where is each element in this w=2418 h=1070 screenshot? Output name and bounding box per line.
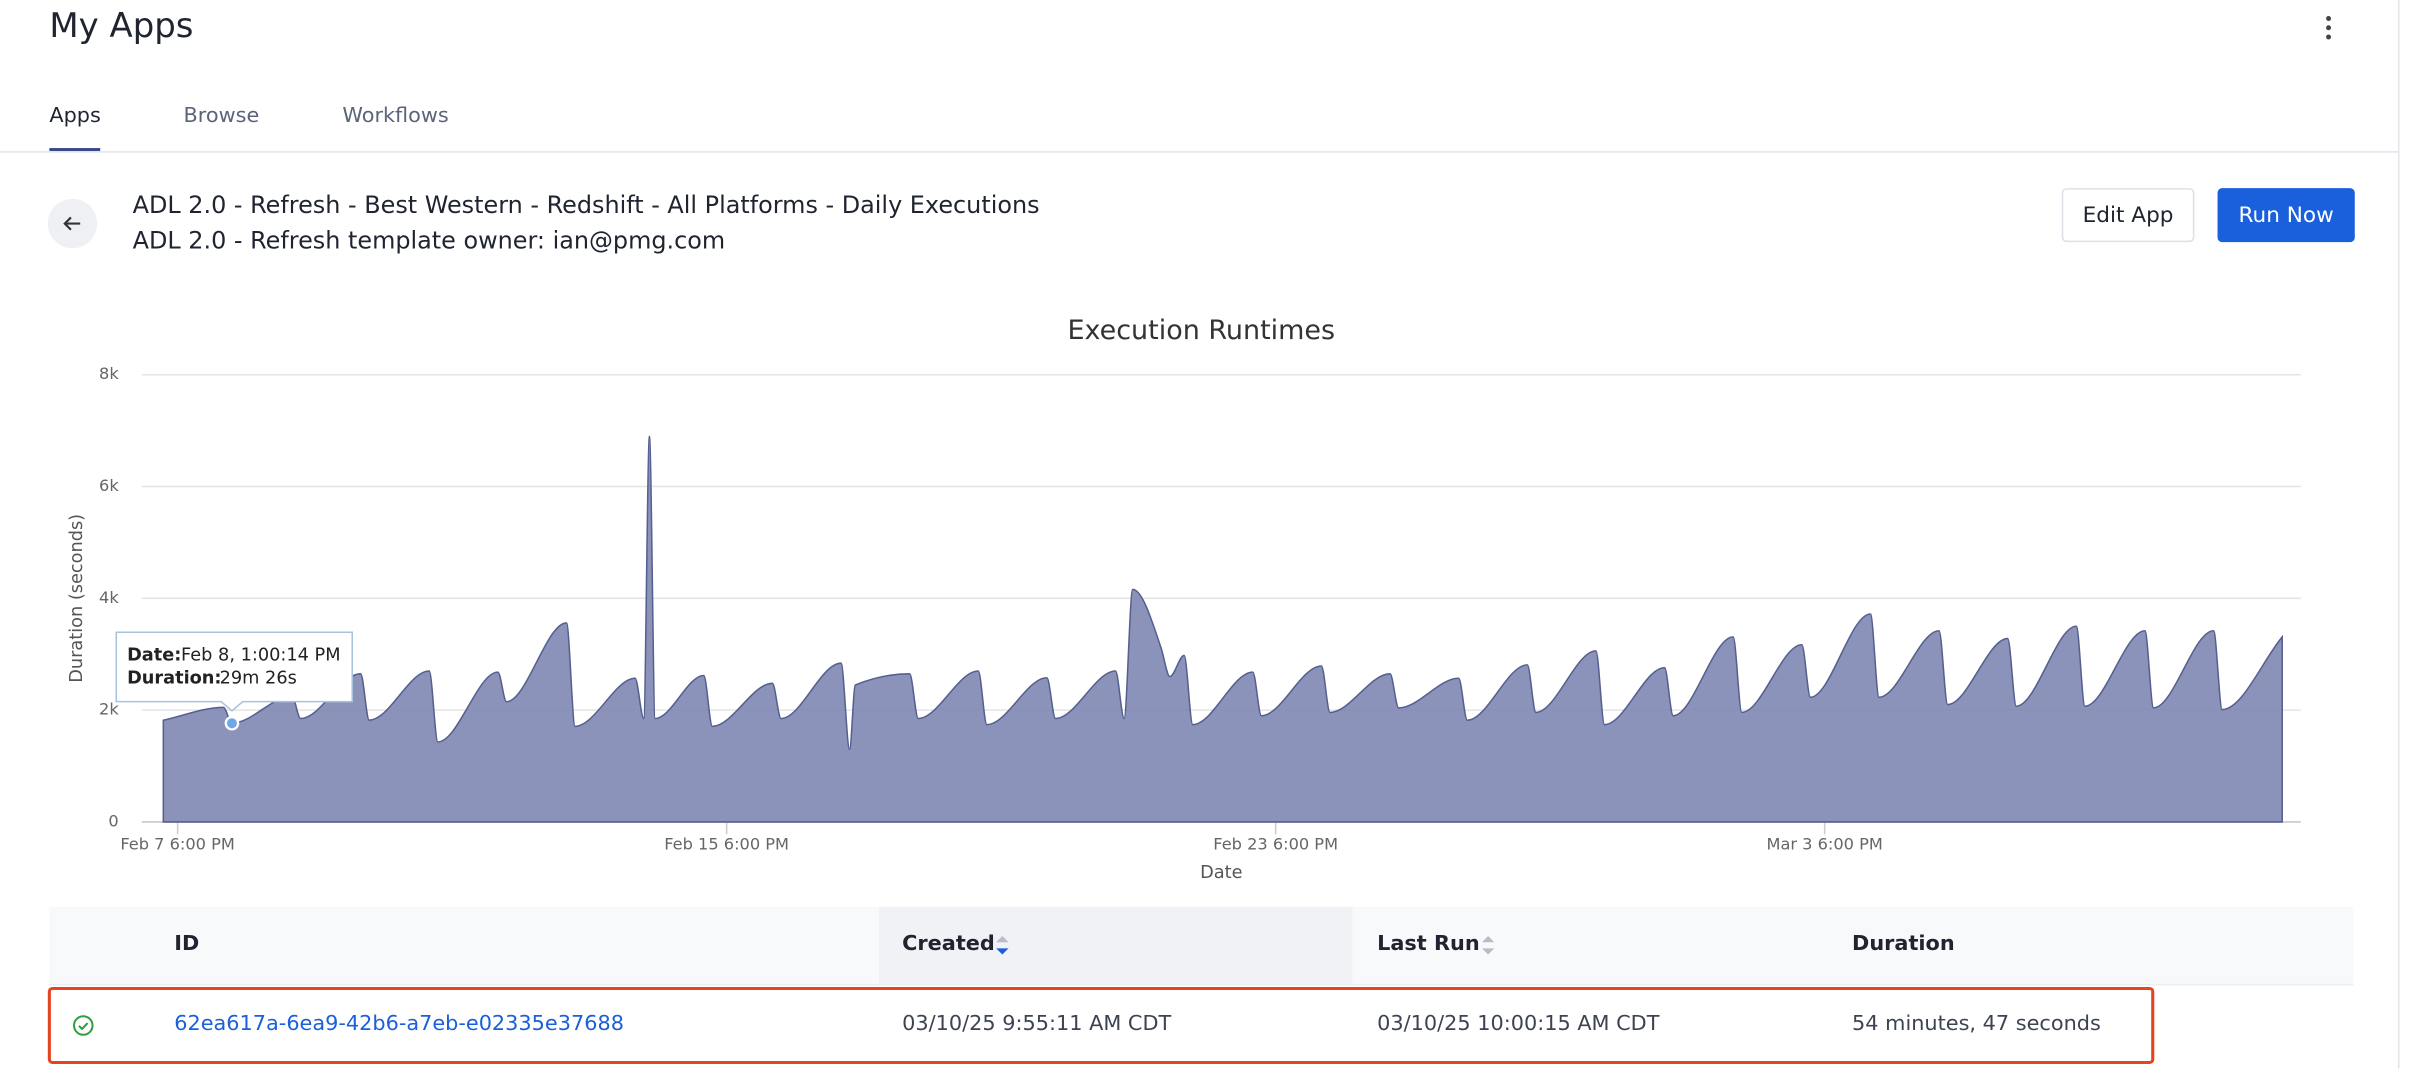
tooltip: Date: Feb 8, 1:00:14 PM Duration:29m 26s	[115, 631, 354, 712]
tooltip-point	[224, 715, 240, 731]
app-name: ADL 2.0 - Refresh - Best Western - Redsh…	[132, 191, 1040, 219]
y-tick-label: 2k	[99, 700, 119, 719]
edit-app-button[interactable]: Edit App	[2061, 188, 2195, 243]
cell: 03/10/25 9:55:11 AM CDT	[902, 1011, 1172, 1037]
tab[interactable]: Apps	[49, 103, 101, 128]
x-tick-label: Feb 7 6:00 PM	[120, 835, 234, 854]
y-axis-label: Duration (seconds)	[67, 514, 87, 683]
cell: 03/10/25 10:00:15 AM CDT	[1377, 1011, 1660, 1037]
page-title: My Apps	[49, 7, 194, 47]
x-tick-label: Mar 3 6:00 PM	[1767, 835, 1883, 854]
run-now-button[interactable]: Run Now	[2217, 188, 2355, 243]
y-tick-label: 4k	[99, 588, 119, 607]
back-button[interactable]	[47, 198, 98, 249]
more-menu[interactable]	[2316, 12, 2341, 43]
y-tick-label: 8k	[99, 364, 119, 383]
column-header: ID	[174, 931, 200, 957]
x-tick-label: Feb 15 6:00 PM	[664, 835, 789, 854]
execution-id-link[interactable]: 62ea617a-6ea9-42b6-a7eb-e02335e37688	[174, 1011, 624, 1037]
y-tick-label: 0	[108, 811, 118, 830]
tooltip-label: Date:	[127, 645, 181, 665]
y-tick-label: 6k	[99, 476, 119, 495]
column-header[interactable]: Created	[902, 931, 995, 957]
divider	[0, 151, 2400, 153]
row-highlight	[47, 986, 2155, 1065]
area	[162, 435, 2283, 823]
column-header[interactable]: Last Run	[1377, 931, 1480, 957]
sort-icon[interactable]	[1480, 935, 1495, 957]
tooltip-value: Feb 8, 1:00:14 PM	[181, 645, 340, 665]
app-description: ADL 2.0 - Refresh template owner: ian@pm…	[132, 226, 726, 255]
x-tick-label: Feb 23 6:00 PM	[1213, 835, 1338, 854]
sorted-column	[878, 906, 1353, 984]
tooltip-box	[115, 631, 354, 712]
x-axis-label: Date	[1200, 863, 1242, 883]
cell: 54 minutes, 47 seconds	[1852, 1011, 2101, 1037]
tab-indicator	[49, 148, 101, 152]
tooltip-value: 29m 26s	[220, 668, 297, 688]
tab[interactable]: Workflows	[342, 103, 449, 128]
tooltip-label: Duration:	[127, 668, 221, 688]
tab[interactable]: Browse	[183, 103, 260, 128]
success-icon	[73, 1015, 94, 1036]
sort-icon[interactable]	[995, 935, 1010, 957]
chart: Execution Runtimes Duration (seconds) Da…	[67, 315, 2301, 883]
column-header: Duration	[1852, 931, 1955, 957]
divider	[2397, 0, 2400, 1069]
chart-title: Execution Runtimes	[1067, 315, 1335, 346]
